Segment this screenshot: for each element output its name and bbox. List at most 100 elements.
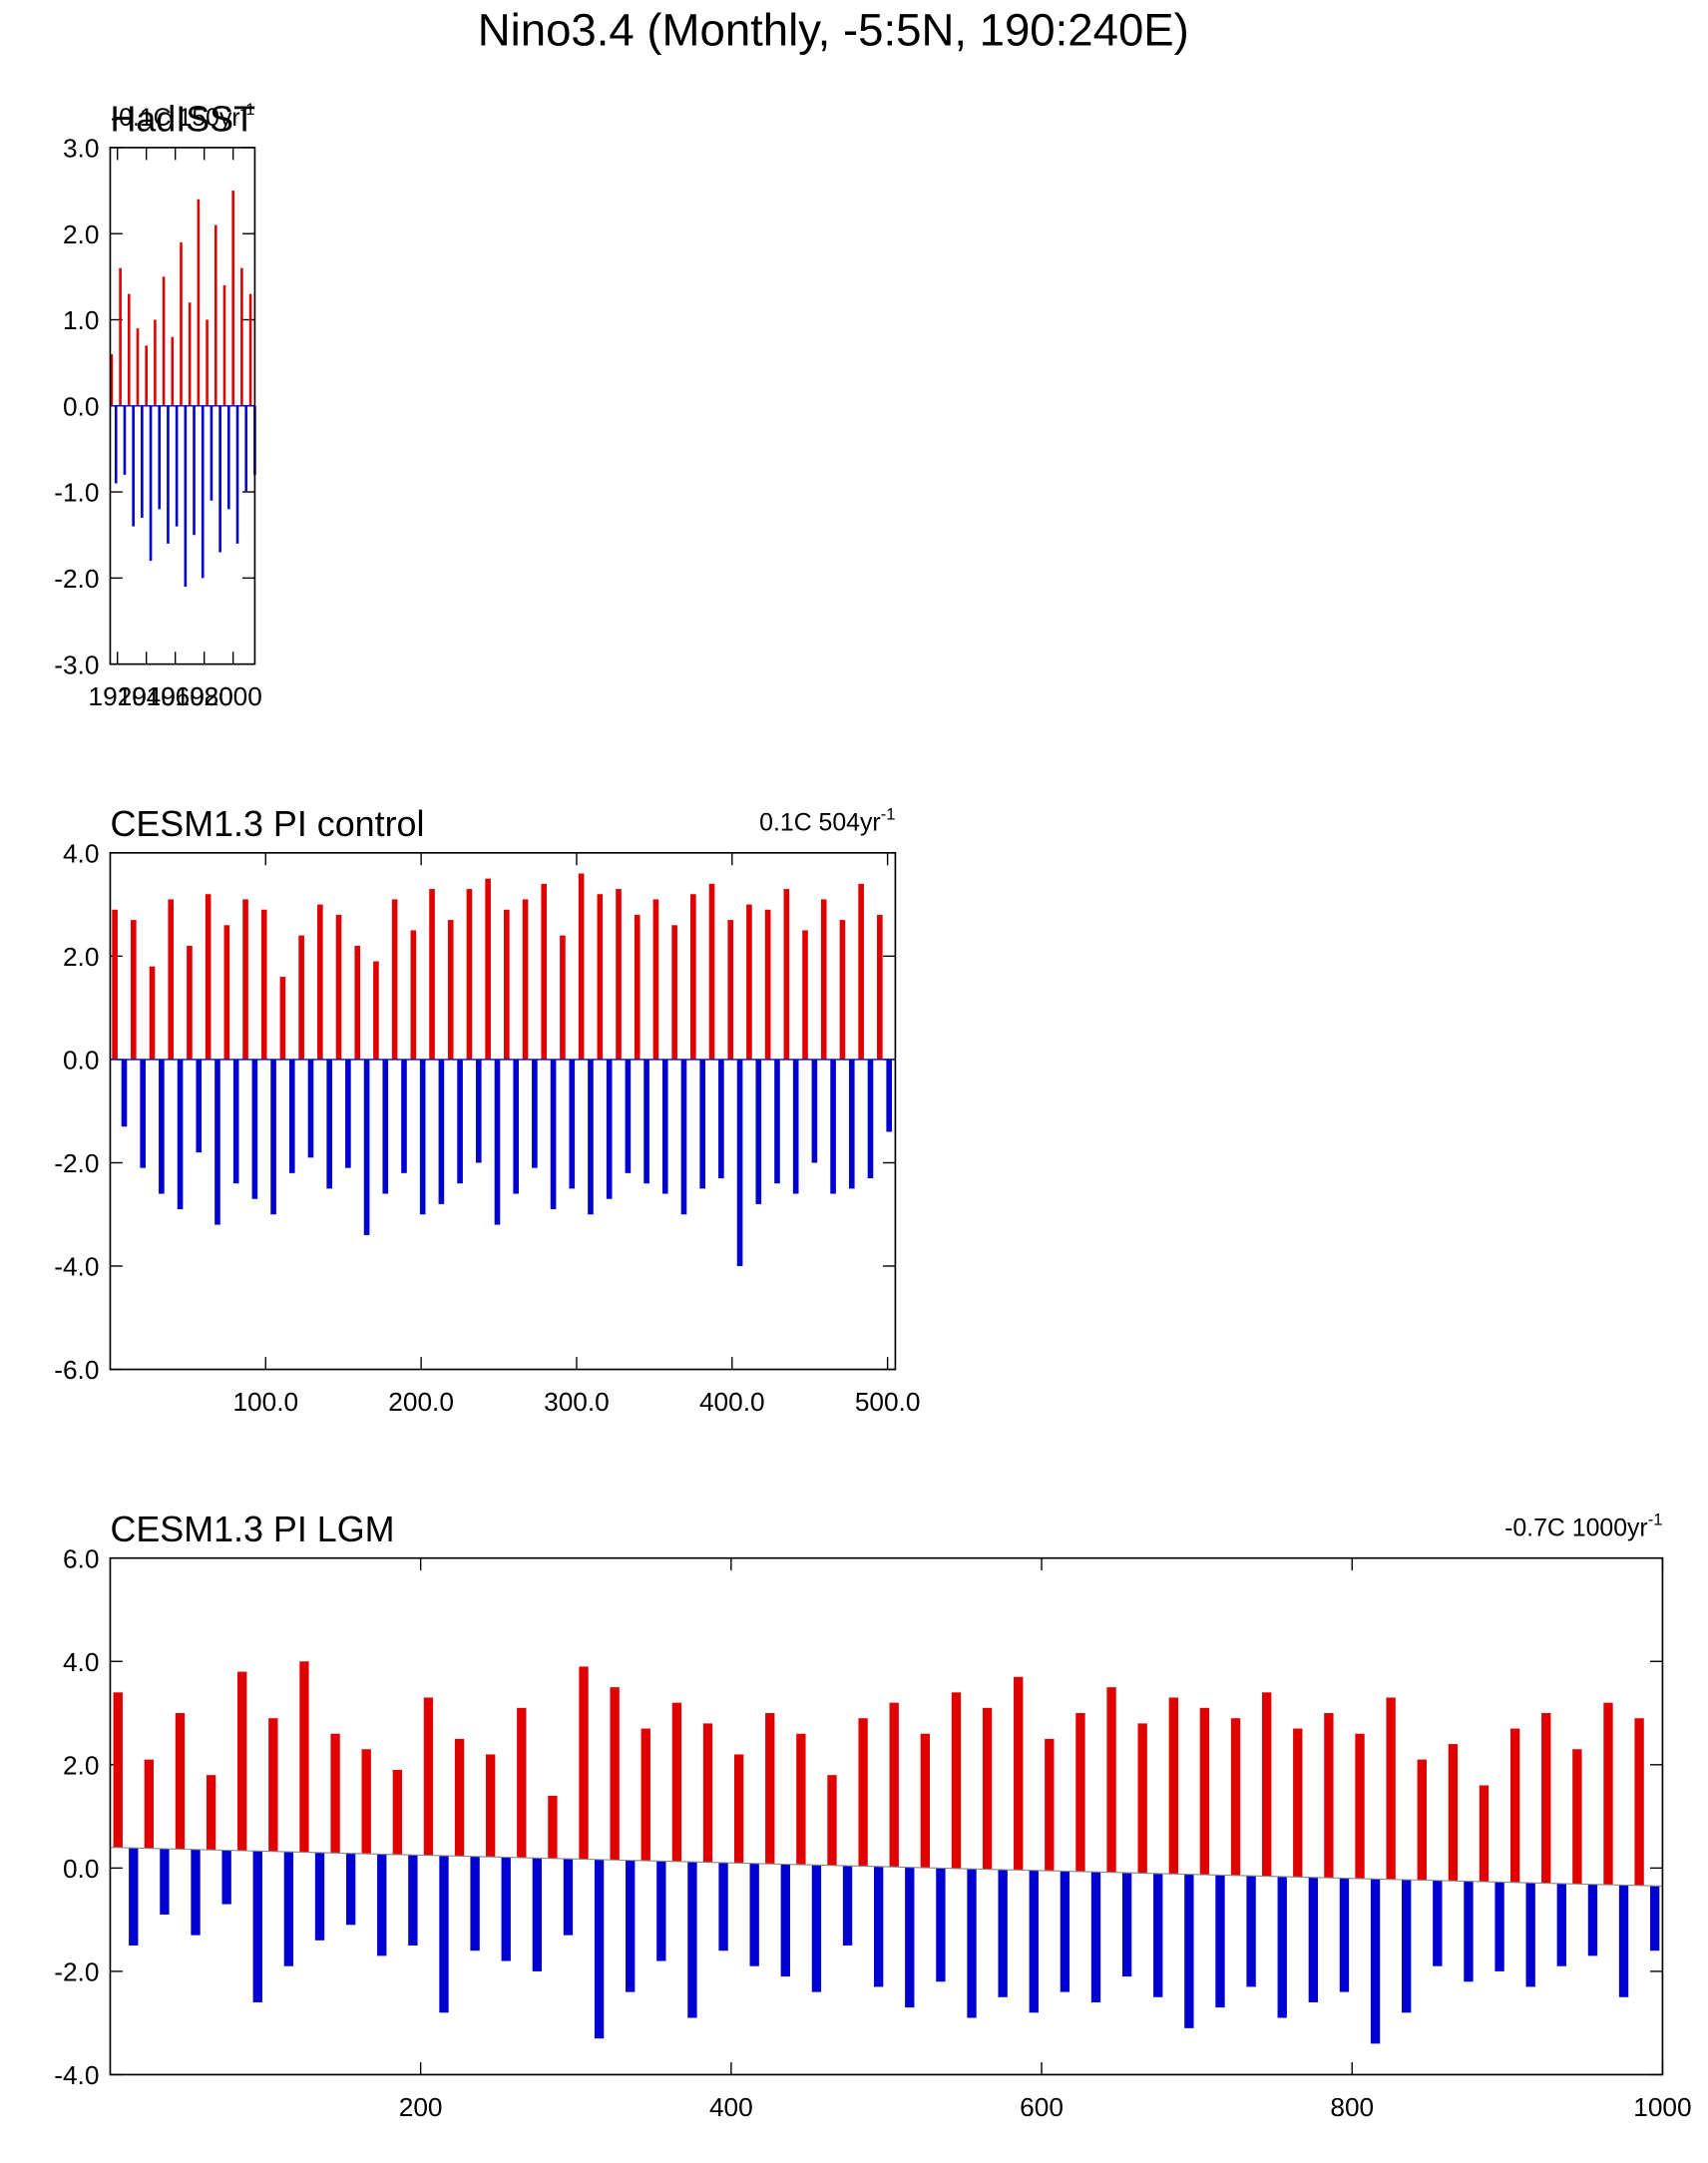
bar [175,405,179,527]
bar [149,405,153,562]
bar [877,914,883,1060]
annotation-superscript: -1 [240,100,255,119]
bar [127,293,131,406]
bar [982,1707,993,1870]
bar [326,1059,332,1189]
bar [1324,1713,1334,1879]
y-tick-label: -2.0 [54,1957,99,1987]
bar [149,966,156,1060]
bar [206,1775,216,1851]
annotation: 0.1C 504yr-1 [759,805,895,837]
bar [998,1869,1008,1997]
y-tick-label: -3.0 [54,649,99,679]
bar [1075,1713,1085,1872]
bar [121,1059,128,1127]
bar [513,1059,519,1194]
bar [345,1853,356,1926]
x-tick-label: 1960 [147,681,205,711]
bar [606,1059,613,1199]
y-tick-label: 4.0 [63,838,99,868]
bar [736,1059,743,1267]
bar [1199,1707,1210,1876]
bar [244,405,248,493]
bar [1556,1883,1566,1966]
bar [967,1869,977,2018]
y-tick-label: -6.0 [54,1355,99,1385]
bar [1153,1873,1163,1997]
bar [188,302,192,406]
bar [1386,1697,1396,1880]
bar [796,1733,806,1865]
bar [1464,1881,1474,1982]
bar [167,405,170,544]
bar [708,883,715,1060]
annotation-superscript: -1 [881,805,896,824]
y-tick-label: 0.0 [63,1046,99,1076]
bar [699,1059,705,1189]
bar [718,1862,728,1951]
bar [494,1059,501,1225]
bar [1261,1692,1272,1877]
bar [889,1702,899,1868]
bar [1308,1877,1319,2002]
bar [144,1759,155,1849]
bar [227,405,230,510]
y-tick-label: 0.0 [63,1854,99,1884]
bar [221,1850,231,1905]
x-tick-label: 200.0 [388,1387,454,1417]
bar [1230,1718,1241,1876]
bar [475,1059,482,1163]
bar [802,930,808,1060]
bar [597,894,604,1060]
bar [298,935,304,1060]
bar [746,904,752,1060]
annotation-superscript: -1 [1648,1511,1663,1529]
bar [299,1661,309,1853]
bar [755,1059,762,1204]
bar [112,909,118,1060]
x-tick-label: 500.0 [855,1387,921,1417]
bar [588,1059,594,1215]
bar [184,405,188,588]
bar [873,1866,884,1987]
x-tick-label: 1920 [89,681,147,711]
bar [1479,1785,1490,1883]
bar [486,1754,496,1858]
bar [132,405,135,527]
bar [457,1059,463,1184]
bar [270,1059,276,1215]
bar [168,899,175,1060]
bar [110,354,114,406]
bar [401,1059,407,1173]
bar [780,1864,790,1977]
bar [180,241,183,406]
bar [218,405,221,553]
y-tick-label: 2.0 [63,219,99,249]
bar [643,1059,649,1184]
y-tick-label: 4.0 [63,1647,99,1677]
bar [765,1713,775,1865]
bar [223,925,230,1060]
bar [1355,1733,1365,1879]
bar [196,1059,203,1153]
bar [1618,1885,1629,1997]
y-tick-label: -2.0 [54,564,99,594]
bar [548,1795,558,1859]
bar [671,1702,682,1862]
bar [1572,1749,1582,1885]
bar [733,1754,744,1864]
bar [429,889,435,1060]
x-tick-label: 2000 [205,681,262,711]
bar [1649,1886,1660,1951]
annotation-text: -0.7C 1000yr [1504,1515,1648,1542]
bar [532,1858,543,1971]
bar [616,889,622,1060]
bar [811,1865,822,1992]
bar [550,1059,557,1210]
x-tick-label: 400.0 [699,1387,765,1417]
x-tick-label: 800 [1330,2092,1374,2122]
bar [504,909,510,1060]
bar [578,873,585,1060]
x-tick-label: 300.0 [544,1387,610,1417]
